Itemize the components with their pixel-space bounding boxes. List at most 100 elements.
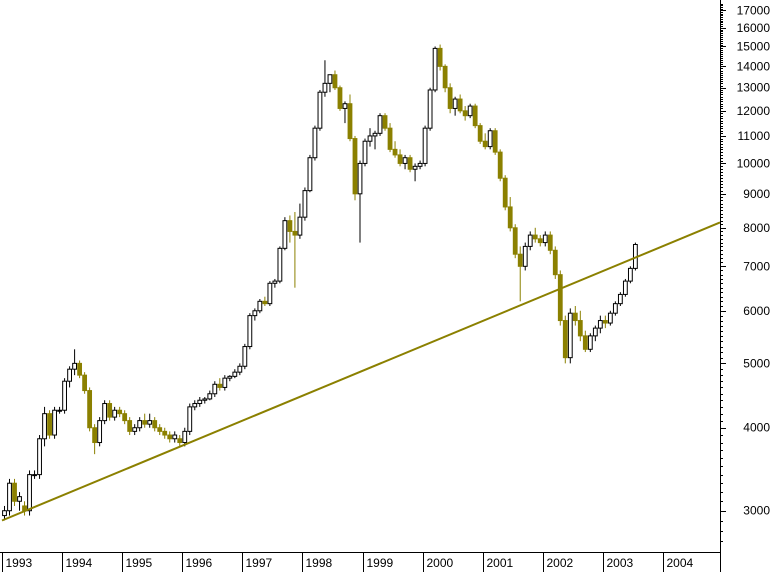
candle bbox=[347, 94, 353, 142]
y-tick-label: 17000 bbox=[737, 3, 771, 17]
candle bbox=[527, 231, 533, 251]
candle-body bbox=[47, 413, 52, 436]
candle bbox=[212, 381, 218, 397]
candle-body bbox=[452, 98, 458, 109]
candle-body bbox=[562, 320, 568, 359]
candle-body bbox=[462, 110, 468, 117]
candle bbox=[162, 427, 168, 439]
candle bbox=[207, 390, 213, 401]
candle bbox=[492, 128, 498, 155]
x-tick-label: 2003 bbox=[607, 556, 634, 570]
candle-body bbox=[157, 427, 163, 432]
y-tick-label: 3000 bbox=[743, 504, 770, 518]
candle bbox=[192, 400, 198, 411]
candle bbox=[472, 103, 478, 129]
x-tick-label: 1995 bbox=[126, 556, 153, 570]
candle bbox=[112, 406, 118, 421]
candle-body bbox=[362, 140, 368, 164]
candle bbox=[157, 424, 163, 436]
candle-body bbox=[512, 227, 518, 255]
candle bbox=[247, 313, 253, 350]
candle bbox=[142, 413, 148, 428]
candle bbox=[337, 85, 343, 111]
candle-body bbox=[17, 496, 22, 502]
candle-body bbox=[347, 103, 353, 140]
candle bbox=[562, 315, 568, 364]
y-tick-label: 8000 bbox=[743, 221, 770, 235]
candle-body bbox=[207, 393, 213, 400]
candle bbox=[2, 505, 7, 521]
candle-body bbox=[142, 420, 148, 425]
candle-body bbox=[122, 413, 128, 422]
candle-body bbox=[257, 300, 263, 312]
candle-body bbox=[42, 413, 47, 440]
y-tick-label: 15000 bbox=[737, 39, 771, 53]
candle-body bbox=[592, 327, 598, 337]
trendline-layer bbox=[1, 221, 721, 522]
candle-body bbox=[267, 282, 273, 305]
candle-body bbox=[57, 409, 62, 412]
candle bbox=[357, 160, 363, 243]
candle-body bbox=[187, 406, 193, 432]
candle bbox=[302, 187, 308, 221]
candle bbox=[322, 60, 328, 97]
x-tick-label: 2004 bbox=[667, 556, 694, 570]
candle bbox=[387, 123, 393, 153]
candle-body bbox=[537, 238, 543, 244]
candle bbox=[497, 149, 503, 182]
y-tick-label: 16000 bbox=[737, 21, 771, 35]
candle bbox=[197, 396, 203, 407]
candle-body bbox=[547, 234, 553, 251]
candle-body bbox=[172, 434, 178, 440]
candle-body bbox=[197, 399, 203, 405]
candle bbox=[147, 413, 153, 428]
candle bbox=[442, 64, 448, 93]
candle-body bbox=[277, 247, 283, 282]
candle-body bbox=[307, 157, 313, 192]
candle bbox=[567, 308, 573, 364]
candle-body bbox=[132, 427, 138, 432]
candle bbox=[417, 160, 423, 170]
candle-body bbox=[332, 74, 338, 89]
candle-body bbox=[527, 234, 533, 247]
candle bbox=[117, 406, 123, 418]
candle-body bbox=[557, 274, 563, 322]
candle-body bbox=[287, 220, 293, 232]
candle-body bbox=[507, 206, 513, 229]
y-tick-label: 12000 bbox=[737, 104, 771, 118]
candle bbox=[482, 133, 488, 150]
candle-body bbox=[432, 47, 438, 91]
candle-body bbox=[302, 190, 308, 218]
candle bbox=[452, 96, 458, 116]
candle-body bbox=[152, 420, 158, 429]
candle-body bbox=[472, 105, 478, 127]
candle bbox=[237, 363, 243, 376]
candle-body bbox=[492, 130, 498, 153]
candle bbox=[257, 299, 263, 314]
candle-body bbox=[497, 151, 503, 179]
candle-body bbox=[282, 220, 288, 249]
candle bbox=[317, 89, 323, 131]
candle-body bbox=[217, 383, 223, 388]
candle bbox=[602, 315, 608, 329]
candle bbox=[187, 403, 193, 436]
candle-body bbox=[252, 310, 258, 317]
candle bbox=[457, 94, 463, 114]
candle bbox=[327, 74, 333, 93]
candle-body bbox=[377, 115, 383, 134]
candle-body bbox=[2, 510, 7, 517]
candle bbox=[242, 343, 248, 370]
candle-body bbox=[597, 320, 603, 329]
y-tick-label: 10000 bbox=[737, 156, 771, 170]
candle bbox=[52, 406, 57, 439]
candle-body bbox=[242, 346, 248, 367]
candle-body bbox=[407, 157, 413, 170]
candle bbox=[102, 400, 108, 425]
candle-body bbox=[232, 371, 238, 377]
candle bbox=[272, 278, 278, 288]
candle bbox=[202, 396, 208, 404]
x-tick-label: 2000 bbox=[427, 556, 454, 570]
y-tick-label: 5000 bbox=[743, 356, 770, 370]
candle-body bbox=[397, 154, 403, 164]
